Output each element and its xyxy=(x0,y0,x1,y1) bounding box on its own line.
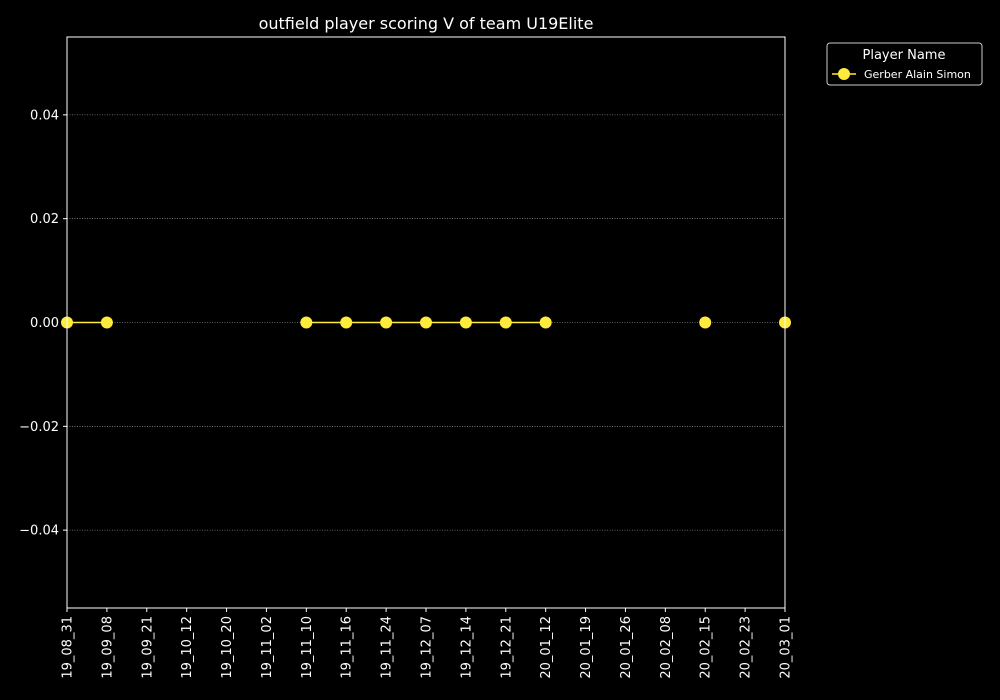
x-tick-label: 19_11_24 xyxy=(380,616,395,679)
x-tick-label: 19_12_14 xyxy=(459,616,474,679)
chart-title: outfield player scoring V of team U19Eli… xyxy=(259,14,594,33)
legend-series-label: Gerber Alain Simon xyxy=(864,68,971,81)
data-point xyxy=(300,316,313,329)
x-axis: 19_08_31 19_09_08 19_09_21 19_10_12 19_10_20… xyxy=(61,608,794,679)
data-point xyxy=(100,316,113,329)
data-point xyxy=(380,316,393,329)
data-point xyxy=(459,316,472,329)
data-point xyxy=(340,316,353,329)
x-tick-label: 20_01_26 xyxy=(619,616,634,679)
series-layer xyxy=(61,316,791,329)
y-tick-label: 0.00 xyxy=(30,316,59,331)
y-tick-label: −0.04 xyxy=(19,524,59,539)
x-tick-label: 20_02_23 xyxy=(739,616,754,679)
legend-marker xyxy=(838,68,850,80)
data-point xyxy=(699,316,712,329)
y-axis: −0.04 −0.02 0.00 0.02 0.04 xyxy=(19,108,67,539)
y-tick-label: 0.02 xyxy=(30,212,59,227)
x-tick-label: 19_08_31 xyxy=(61,616,76,679)
x-tick-label: 19_12_07 xyxy=(420,616,435,679)
x-tick-label: 19_12_21 xyxy=(499,616,514,679)
x-tick-label: 20_03_01 xyxy=(779,616,794,679)
x-tick-label: 20_02_15 xyxy=(699,616,714,679)
data-point xyxy=(499,316,512,329)
legend-box xyxy=(826,42,983,86)
data-point xyxy=(539,316,552,329)
x-tick-label: 19_11_16 xyxy=(340,616,355,679)
x-tick-label: 20_02_08 xyxy=(659,616,674,679)
y-tick-label: −0.02 xyxy=(19,420,59,435)
plot-frame xyxy=(66,36,786,609)
x-tick-label: 19_11_02 xyxy=(260,616,275,679)
gridlines xyxy=(67,114,785,531)
x-tick-label: 19_10_20 xyxy=(220,616,235,679)
legend: Player Name Gerber Alain Simon xyxy=(826,42,983,86)
x-tick-label: 20_01_12 xyxy=(539,616,554,679)
y-tick-label: 0.04 xyxy=(30,108,59,123)
x-tick-label: 19_09_21 xyxy=(140,616,155,679)
x-tick-label: 19_09_08 xyxy=(100,616,115,679)
x-tick-label: 20_01_19 xyxy=(579,616,594,679)
x-tick-label: 19_11_10 xyxy=(300,616,315,679)
data-point xyxy=(420,316,432,329)
x-tick-label: 19_10_12 xyxy=(180,616,195,679)
legend-title: Player Name xyxy=(863,48,946,63)
